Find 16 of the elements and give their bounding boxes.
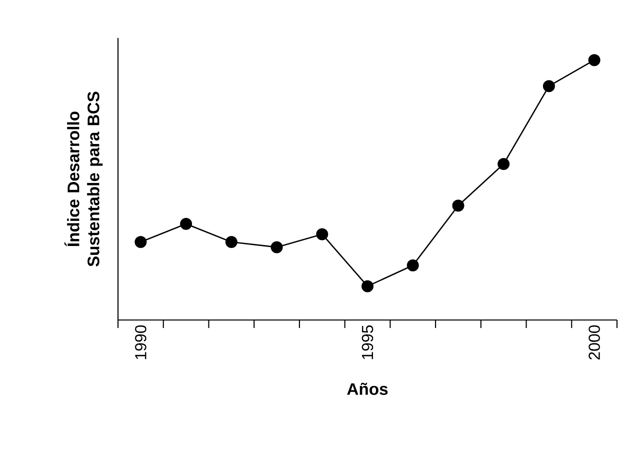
point bbox=[498, 158, 510, 170]
point bbox=[406, 259, 419, 272]
point bbox=[225, 236, 238, 248]
x-tick-label: 2000 bbox=[588, 325, 600, 360]
point bbox=[542, 80, 555, 92]
x-tick-label: 1995 bbox=[362, 325, 374, 360]
point bbox=[452, 200, 464, 212]
point bbox=[588, 54, 600, 66]
point bbox=[180, 218, 192, 230]
x-tick-label: 1990 bbox=[135, 325, 146, 360]
y-axis-title: Índice Desarrollo Sustentable para BCS bbox=[64, 92, 103, 266]
point bbox=[134, 236, 147, 248]
point bbox=[316, 228, 328, 240]
point bbox=[362, 280, 374, 292]
point bbox=[270, 241, 283, 254]
x-axis-title: Años bbox=[347, 382, 388, 395]
